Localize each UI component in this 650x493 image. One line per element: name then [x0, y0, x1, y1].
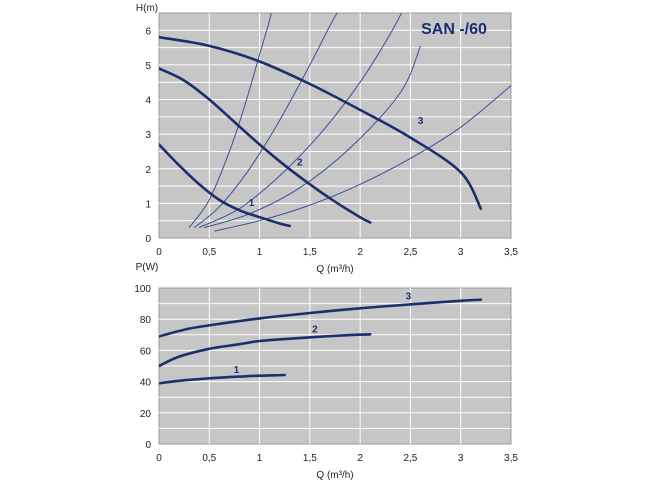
- head-chart-x-tick-label: 0: [156, 247, 162, 258]
- power-chart-x-tick-label: 0,5: [202, 453, 216, 464]
- head-chart-y-tick-label: 4: [145, 96, 151, 107]
- power-chart-y-axis-title: P(W): [136, 262, 159, 273]
- power-chart-x-tick-label: 3: [458, 453, 464, 464]
- head-chart: 0 0,5 1 1,5 2 2,5 3 3,5 0 1 2 3 4 5 6 H(m) Q (m³/h) SAN -…: [136, 3, 518, 275]
- head-chart-system-curve-1: [188, 13, 272, 228]
- head-chart-curve-3: [159, 35, 483, 210]
- head-chart-curve-label-1: 1: [249, 198, 255, 209]
- power-chart-curve-2: [159, 333, 372, 368]
- power-chart-curve-label-2: 2: [312, 324, 318, 335]
- power-chart-y-tick-label: 0: [145, 440, 151, 451]
- power-chart-y-tick-label: 100: [134, 284, 151, 295]
- power-chart-x-tick-label: 0: [156, 453, 162, 464]
- power-chart-x-tick-label: 3,5: [504, 453, 518, 464]
- head-chart-title: SAN -/60: [421, 21, 487, 38]
- power-chart-curve-label-3: 3: [406, 292, 412, 303]
- head-chart-x-tick-label: 2,5: [403, 247, 417, 258]
- head-chart-curve-label-3: 3: [418, 116, 424, 127]
- head-chart-y-axis-title: H(m): [136, 3, 158, 14]
- head-chart-y-tick-label: 2: [145, 165, 151, 176]
- head-chart-x-tick-label: 1,5: [303, 247, 317, 258]
- head-chart-x-tick-label: 1: [257, 247, 263, 258]
- head-chart-x-tick-label: 3,5: [504, 247, 518, 258]
- head-chart-y-tick-label: 6: [145, 26, 151, 37]
- head-chart-y-tick-label: 1: [145, 199, 151, 210]
- head-chart-curve-1: [159, 143, 291, 228]
- power-chart-curve-3: [159, 298, 483, 338]
- power-chart-x-axis-title: Q (m³/h): [316, 470, 353, 481]
- head-chart-plot-content: [159, 13, 511, 232]
- head-chart-curve-2: [159, 67, 372, 224]
- head-chart-curve-label-2: 2: [297, 157, 303, 168]
- power-chart-y-tick-label: 80: [140, 315, 152, 326]
- power-chart: 0 0,5 1 1,5 2 2,5 3 3,5 0 20 40 60 80 100 P(W) Q (m³/h)…: [134, 262, 518, 481]
- power-chart-y-tick-label: 40: [140, 378, 152, 389]
- head-chart-x-tick-label: 3: [458, 247, 464, 258]
- head-chart-x-tick-label: 0,5: [202, 247, 216, 258]
- head-chart-y-tick-label: 5: [145, 61, 151, 72]
- power-chart-y-tick-label: 20: [140, 409, 152, 420]
- power-chart-x-tick-label: 2,5: [403, 453, 417, 464]
- power-chart-x-tick-label: 1,5: [303, 453, 317, 464]
- head-chart-x-axis-title: Q (m³/h): [316, 264, 353, 275]
- head-chart-system-curve-2: [193, 13, 338, 228]
- head-chart-system-curve-3: [198, 13, 403, 229]
- power-chart-curve-label-1: 1: [234, 365, 240, 376]
- head-chart-y-tick-label: 0: [145, 234, 151, 245]
- power-chart-y-tick-label: 60: [140, 346, 152, 357]
- head-chart-y-tick-label: 3: [145, 130, 151, 141]
- power-chart-curve-1: [159, 373, 286, 385]
- power-chart-x-tick-label: 2: [357, 453, 363, 464]
- power-chart-x-tick-label: 1: [257, 453, 263, 464]
- head-chart-x-tick-label: 2: [357, 247, 363, 258]
- head-chart-system-curve-5: [214, 85, 511, 232]
- power-chart-plot-content: [159, 298, 483, 385]
